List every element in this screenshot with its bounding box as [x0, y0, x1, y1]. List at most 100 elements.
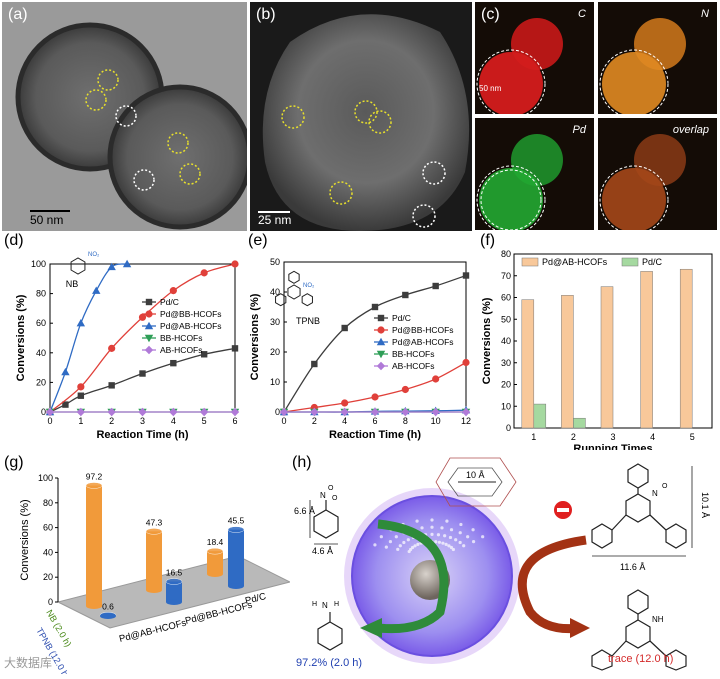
y-tick-label: 20	[501, 380, 511, 390]
legend-label: Pd/C	[642, 257, 663, 267]
data-point	[376, 350, 386, 359]
panel-label-e: (e)	[248, 232, 268, 249]
bar-top	[145, 528, 163, 535]
bar	[533, 403, 547, 429]
bar-3d: 0.6	[99, 601, 117, 619]
data-point	[108, 382, 115, 389]
data-point	[340, 407, 349, 417]
svg-text:NH: NH	[652, 615, 664, 624]
y-tick-label: 80	[36, 289, 46, 299]
y-tick-label: 100	[31, 259, 46, 269]
legend-swatch	[521, 257, 539, 267]
green-arrow-head	[360, 618, 382, 638]
y-tick-label: 30	[501, 358, 511, 368]
y-tick-label: 40	[36, 348, 46, 358]
x-axis-label: Reaction Time (h)	[96, 429, 188, 441]
data-point	[145, 298, 153, 306]
pore-dot	[445, 519, 449, 523]
bar-3d: 97.2	[86, 471, 103, 609]
data-point	[376, 361, 386, 371]
green-arrow	[377, 519, 449, 634]
data-point	[199, 407, 209, 417]
data-point	[461, 407, 471, 417]
x-tick-label: 3	[140, 416, 145, 426]
panel-e-chart: 0 2 4 6 8 10 12 0 10 20 30 40 50 Reaction Time (h) Con…	[244, 232, 476, 450]
legend-entry: Pd/C	[374, 313, 411, 323]
data-point	[431, 407, 440, 417]
y-tick-label: 100	[38, 473, 53, 483]
legend-label: Pd@AB-HCOFs	[392, 337, 454, 347]
data-point	[107, 262, 116, 271]
data-point	[279, 407, 289, 417]
scale-bar-label: 50 nm	[30, 213, 64, 227]
series	[45, 259, 132, 416]
x-tick-label: 4	[171, 416, 176, 426]
svg-text:H: H	[312, 601, 317, 608]
x-tick-label: 6	[372, 416, 377, 426]
svg-text:N: N	[322, 601, 328, 610]
y-tick-label: 10	[270, 377, 280, 387]
legend-label: Pd/C	[392, 313, 411, 323]
pore-dot	[384, 545, 388, 549]
legend-swatch	[621, 257, 639, 267]
pore-dot	[420, 526, 424, 530]
x-tick-label: 2	[109, 416, 114, 426]
series	[45, 407, 240, 417]
data-point	[76, 407, 86, 417]
pore-dot	[471, 540, 476, 544]
nitro-group-label: NO₂	[88, 252, 100, 258]
pore-dot	[458, 540, 462, 545]
data-label: 45.5	[228, 516, 245, 526]
data-point	[61, 367, 70, 376]
pore-dot	[481, 535, 485, 539]
legend-entry: Pd@AB-HCOFs	[142, 321, 222, 331]
legend-label: AB-HCOFs	[160, 345, 203, 355]
data-point	[377, 326, 385, 334]
eds-map-nitrogen: N	[598, 2, 717, 114]
data-point	[107, 407, 116, 417]
pore-dot	[396, 547, 400, 551]
pore-dot	[466, 535, 470, 539]
pore-dot	[410, 545, 415, 550]
phenyl-ring	[301, 293, 313, 307]
series-line	[49, 263, 128, 413]
legend-label: Pd@BB-HCOFs	[392, 325, 454, 335]
bar	[600, 286, 614, 429]
data-point	[77, 383, 85, 391]
bar-3d: 16.5	[166, 568, 183, 605]
pore-dot	[394, 535, 398, 539]
bar	[146, 531, 162, 590]
data-point	[462, 358, 470, 367]
data-point	[200, 269, 208, 277]
inset-molecule	[275, 270, 313, 307]
legend-label: BB-HCOFs	[160, 333, 203, 343]
svg-text:O: O	[332, 495, 338, 502]
eds-label: overlap	[672, 124, 709, 136]
legend-label: Pd@BB-HCOFs	[160, 309, 222, 319]
data-point	[401, 407, 410, 417]
legend-entry: AB-HCOFs	[374, 361, 435, 371]
data-point	[144, 321, 154, 330]
bar-top	[227, 526, 245, 533]
legend-entry: Pd@AB-HCOFs	[374, 337, 454, 347]
pore-dot	[454, 538, 458, 542]
bar	[207, 551, 223, 574]
y-tick-label: 20	[270, 347, 280, 357]
watermark: 大数据库	[4, 656, 53, 670]
scale-bar-label: 50 nm	[479, 84, 502, 93]
hollow-sphere	[107, 84, 247, 230]
y-tick-label: 40	[43, 547, 53, 557]
data-label: 0.6	[102, 601, 114, 611]
bar	[228, 529, 244, 586]
data-point	[376, 337, 386, 346]
x-tick-label: 10	[431, 416, 441, 426]
data-label: 97.2	[86, 471, 103, 481]
pore-dot	[437, 540, 442, 544]
data-point	[169, 287, 177, 295]
bar-base	[207, 571, 223, 577]
bar-base	[166, 599, 182, 605]
x-tick-label: 2	[312, 416, 317, 426]
pore-dot	[444, 542, 448, 546]
pore-dot	[436, 533, 441, 537]
